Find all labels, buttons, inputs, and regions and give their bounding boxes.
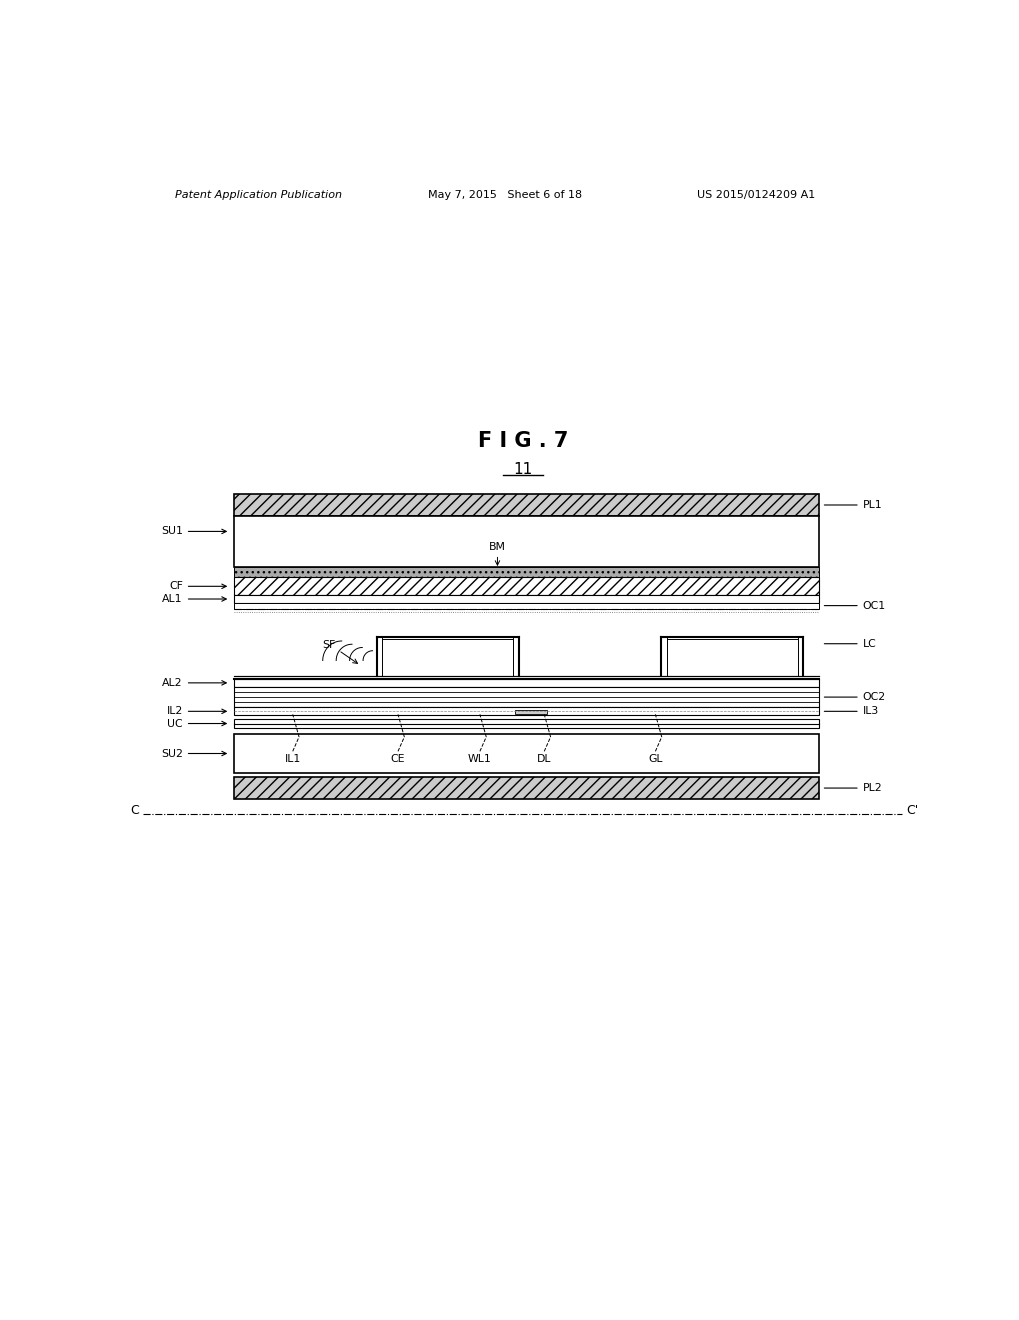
Text: DL: DL <box>536 755 551 764</box>
Text: WL1: WL1 <box>468 755 491 764</box>
Text: C': C' <box>905 804 917 817</box>
Text: IL1: IL1 <box>284 755 301 764</box>
Text: PL1: PL1 <box>823 500 881 510</box>
Bar <box>234 719 818 727</box>
Text: SU1: SU1 <box>161 527 226 536</box>
Bar <box>234 734 818 774</box>
Bar <box>234 678 818 686</box>
Bar <box>234 777 818 799</box>
Text: F I G . 7: F I G . 7 <box>477 430 568 451</box>
Text: Patent Application Publication: Patent Application Publication <box>175 190 341 201</box>
Bar <box>234 708 818 715</box>
Bar <box>234 568 818 577</box>
Text: IL2: IL2 <box>166 706 226 717</box>
Text: BM: BM <box>488 541 505 565</box>
Bar <box>234 494 818 516</box>
Text: May 7, 2015   Sheet 6 of 18: May 7, 2015 Sheet 6 of 18 <box>428 190 582 201</box>
Text: AL2: AL2 <box>162 678 226 688</box>
Text: C: C <box>130 804 140 817</box>
Text: OC2: OC2 <box>823 692 884 702</box>
Text: OC1: OC1 <box>823 601 884 611</box>
Text: PL2: PL2 <box>823 783 881 793</box>
Text: AL1: AL1 <box>162 594 226 605</box>
Text: UC: UC <box>167 718 226 729</box>
Bar <box>234 577 818 595</box>
Text: CF: CF <box>169 581 226 591</box>
Bar <box>234 595 818 602</box>
Text: 11: 11 <box>513 462 532 477</box>
Text: US 2015/0124209 A1: US 2015/0124209 A1 <box>696 190 814 201</box>
Bar <box>234 602 818 609</box>
Text: SU2: SU2 <box>161 748 226 759</box>
Text: GL: GL <box>647 755 662 764</box>
Text: IL3: IL3 <box>823 706 878 717</box>
Bar <box>234 516 818 568</box>
Bar <box>234 686 818 708</box>
Text: SF: SF <box>322 640 335 651</box>
Text: CE: CE <box>390 755 405 764</box>
Text: LC: LC <box>823 639 875 648</box>
Bar <box>515 710 546 714</box>
